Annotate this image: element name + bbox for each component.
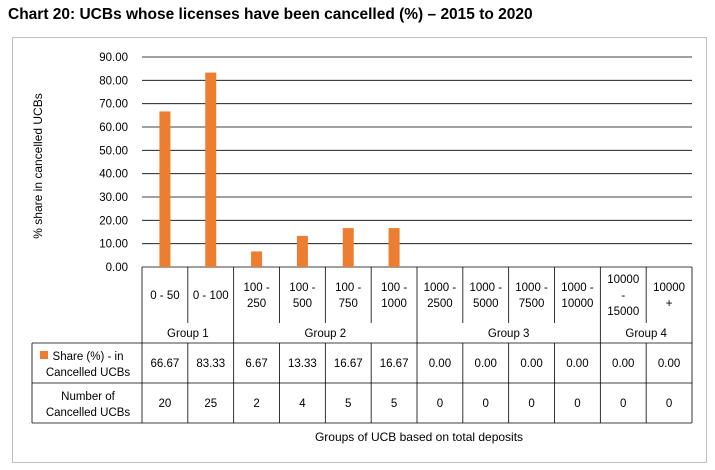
x-tick-label: 0 - 50 xyxy=(150,290,179,302)
x-tick-label: 500 xyxy=(293,298,312,310)
x-tick-label: 5000 xyxy=(473,298,499,310)
data-label: 0.00 xyxy=(475,358,497,370)
chart-frame xyxy=(12,37,707,463)
bar xyxy=(296,235,308,267)
group-label: Group 1 xyxy=(167,328,209,340)
x-tick-label: 1000 xyxy=(381,298,407,310)
data-label: 0.00 xyxy=(429,358,451,370)
legend-label: Cancelled UCBs xyxy=(46,367,131,379)
x-tick-label: 1000 - xyxy=(469,282,502,294)
table-cell: 0 xyxy=(437,398,443,410)
y-tick-label: 0.00 xyxy=(106,262,128,274)
x-tick-label: 750 xyxy=(339,298,358,310)
data-label: 6.67 xyxy=(245,358,267,370)
bar xyxy=(159,111,171,267)
data-label: 13.33 xyxy=(288,358,317,370)
data-label: 16.67 xyxy=(334,358,363,370)
x-tick-label: 100 - xyxy=(381,282,407,294)
table-row-label: Number of xyxy=(61,391,115,403)
table-cell: 20 xyxy=(159,398,172,410)
y-tick-label: 60.00 xyxy=(99,122,128,134)
x-tick-label: 10000 xyxy=(561,298,593,310)
y-tick-label: 80.00 xyxy=(99,75,128,87)
chart-title: Chart 20: UCBs whose licenses have been … xyxy=(8,6,533,23)
data-label: 0.00 xyxy=(566,358,588,370)
x-tick-label: 1000 - xyxy=(424,282,457,294)
data-label: 16.67 xyxy=(380,358,409,370)
table-cell: 0 xyxy=(528,398,534,410)
y-tick-label: 20.00 xyxy=(99,215,128,227)
x-tick-label: 10000 xyxy=(607,274,639,286)
table-cell: 0 xyxy=(666,398,672,410)
x-tick-label: 250 xyxy=(247,298,266,310)
data-label: 66.67 xyxy=(151,358,180,370)
legend-swatch xyxy=(40,351,48,359)
x-tick-label: + xyxy=(666,298,673,310)
x-tick-label: 7500 xyxy=(519,298,545,310)
x-axis-label: Groups of UCB based on total deposits xyxy=(315,430,523,444)
bar xyxy=(205,72,217,268)
data-label: 0.00 xyxy=(520,358,542,370)
table-cell: 4 xyxy=(299,398,306,410)
x-tick-label: 1000 - xyxy=(561,282,594,294)
table-cell: 0 xyxy=(620,398,626,410)
table-cell: 25 xyxy=(204,398,217,410)
x-tick-label: 1000 - xyxy=(515,282,548,294)
x-tick-label: 2500 xyxy=(427,298,453,310)
table-cell: 0 xyxy=(483,398,489,410)
x-tick-label: 100 - xyxy=(335,282,361,294)
data-label: 0.00 xyxy=(658,358,680,370)
data-label: 83.33 xyxy=(196,358,225,370)
bar xyxy=(251,251,263,267)
x-tick-label: 100 - xyxy=(243,282,269,294)
x-tick-label: 15000 xyxy=(607,306,639,318)
y-tick-label: 90.00 xyxy=(99,52,128,64)
group-label: Group 4 xyxy=(625,328,667,340)
bar xyxy=(342,228,354,267)
group-label: Group 3 xyxy=(488,328,530,340)
legend-label: Share (%) - in xyxy=(53,351,124,363)
y-tick-label: 10.00 xyxy=(99,239,128,251)
table-row-label: Cancelled UCBs xyxy=(46,407,131,419)
table-cell: 0 xyxy=(574,398,580,410)
x-tick-label: 10000 xyxy=(653,282,685,294)
y-axis-label: % share in cancelled UCBs xyxy=(31,93,45,238)
x-tick-label: 100 - xyxy=(289,282,315,294)
table-cell: 5 xyxy=(345,398,351,410)
x-tick-label: - xyxy=(621,290,625,302)
y-tick-label: 40.00 xyxy=(99,169,128,181)
table-cell: 2 xyxy=(253,398,259,410)
data-label: 0.00 xyxy=(612,358,634,370)
y-tick-label: 70.00 xyxy=(99,99,128,111)
y-tick-label: 30.00 xyxy=(99,192,128,204)
table-cell: 5 xyxy=(391,398,397,410)
group-label: Group 2 xyxy=(305,328,347,340)
x-tick-label: 0 - 100 xyxy=(193,290,229,302)
bar xyxy=(388,228,400,267)
y-tick-label: 50.00 xyxy=(99,145,128,157)
